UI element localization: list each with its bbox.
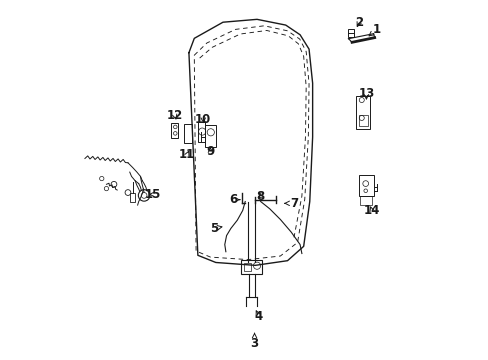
Text: 5: 5 <box>209 222 222 235</box>
Text: 2: 2 <box>354 16 363 29</box>
Text: 4: 4 <box>254 310 263 323</box>
Text: 14: 14 <box>363 204 379 217</box>
Text: 9: 9 <box>206 145 214 158</box>
Bar <box>356 96 369 129</box>
Bar <box>358 175 373 196</box>
Text: 3: 3 <box>250 333 258 350</box>
Bar <box>358 115 367 126</box>
Bar <box>241 260 261 274</box>
Text: 10: 10 <box>195 113 211 126</box>
Text: 11: 11 <box>179 148 195 161</box>
Bar <box>130 193 135 202</box>
Text: 12: 12 <box>166 109 183 122</box>
Bar <box>204 125 215 147</box>
Text: 8: 8 <box>256 190 264 203</box>
Text: 15: 15 <box>144 188 161 201</box>
Text: 13: 13 <box>358 87 374 100</box>
Text: 6: 6 <box>228 193 240 206</box>
Bar <box>197 122 205 141</box>
Bar <box>244 263 250 271</box>
Text: 1: 1 <box>368 23 381 36</box>
Text: 7: 7 <box>284 197 298 210</box>
Bar <box>359 196 371 205</box>
Bar <box>171 123 178 138</box>
Bar <box>183 124 191 143</box>
Bar <box>347 30 353 37</box>
